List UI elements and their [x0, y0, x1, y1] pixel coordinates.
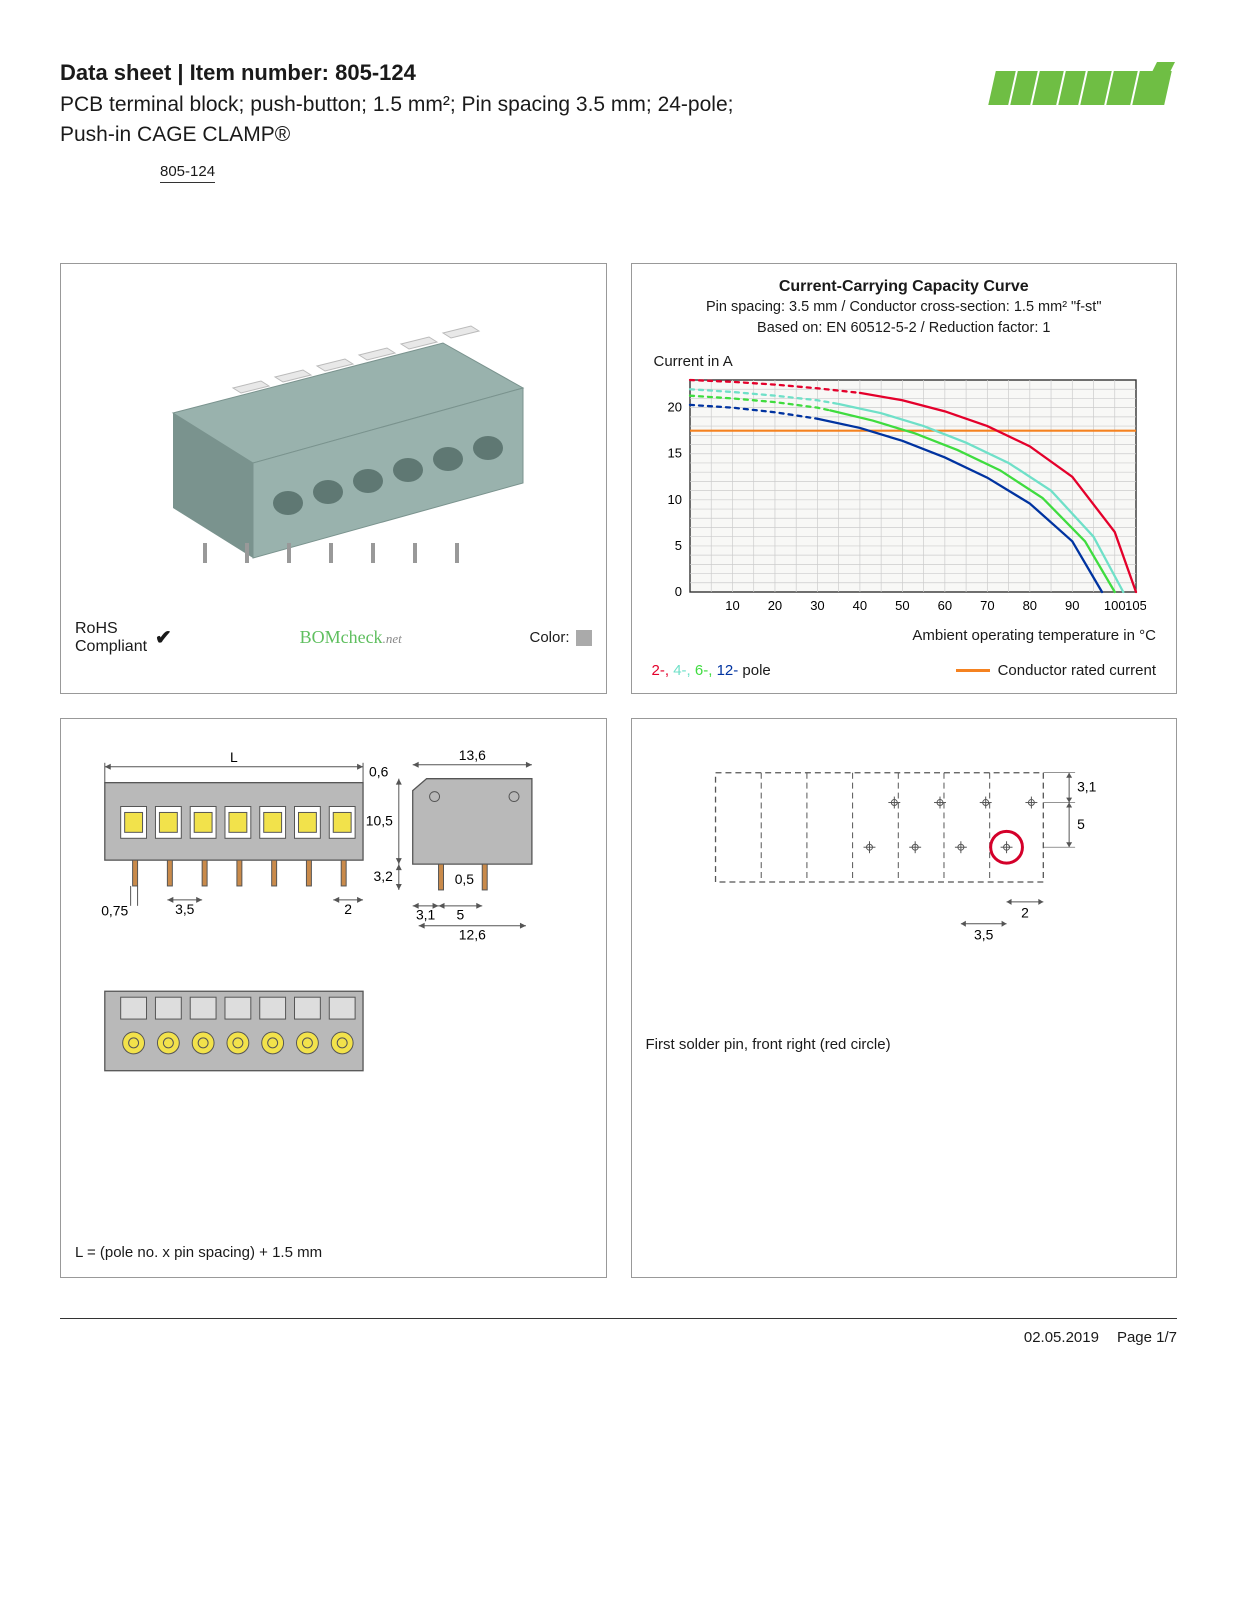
- svg-text:2: 2: [344, 901, 352, 917]
- footprint-drawing: 3,1 5 2 3,5: [646, 733, 1163, 991]
- bomcheck-label: BOMcheck: [300, 627, 383, 647]
- item-number: 805-124: [335, 60, 416, 85]
- chart-title: Current-Carrying Capacity Curve: [646, 278, 1163, 296]
- svg-text:105: 105: [1125, 598, 1146, 613]
- svg-text:3,5: 3,5: [175, 901, 195, 917]
- svg-text:60: 60: [937, 598, 951, 613]
- description-2: Push-in CAGE CLAMP®: [60, 120, 967, 150]
- chart-sub1: Pin spacing: 3.5 mm / Conductor cross-se…: [646, 298, 1163, 318]
- svg-text:100: 100: [1103, 598, 1125, 613]
- rated-label: Conductor rated current: [998, 662, 1156, 679]
- footer-page: Page 1/7: [1117, 1329, 1177, 1346]
- svg-text:0: 0: [674, 584, 681, 599]
- svg-text:5: 5: [674, 538, 681, 553]
- color-indicator: Color:: [529, 629, 591, 646]
- content-grid: RoHS Compliant ✔ BOMcheck.net Color: Cur…: [60, 263, 1177, 1278]
- rated-line-icon: [956, 669, 990, 672]
- svg-text:5: 5: [1077, 816, 1085, 832]
- svg-text:2: 2: [1021, 905, 1029, 921]
- dimension-panel: L 0,6 0,75 3,5 2 13,6 10,5 3,2 3,1 5 0,5 12,6 L = (…: [60, 718, 607, 1278]
- title-prefix: Data sheet | Item number:: [60, 60, 335, 85]
- bomcheck-badge: BOMcheck.net: [300, 627, 402, 648]
- svg-text:90: 90: [1065, 598, 1079, 613]
- svg-text:15: 15: [667, 446, 681, 461]
- svg-text:50: 50: [895, 598, 909, 613]
- bomcheck-suffix: .net: [383, 631, 402, 646]
- rohs-badge: RoHS Compliant ✔: [75, 620, 172, 656]
- svg-text:20: 20: [667, 400, 681, 415]
- product-image-panel: RoHS Compliant ✔ BOMcheck.net Color:: [60, 263, 607, 694]
- svg-text:3,1: 3,1: [416, 907, 436, 923]
- svg-text:3,2: 3,2: [374, 868, 394, 884]
- chart-sub2: Based on: EN 60512-5-2 / Reduction facto…: [646, 319, 1163, 339]
- product-render: [75, 278, 592, 608]
- dimension-note: L = (pole no. x pin spacing) + 1.5 mm: [75, 1244, 322, 1261]
- compliant-label: Compliant: [75, 638, 147, 656]
- legend-pole-12-: 12-: [717, 662, 739, 679]
- svg-text:10,5: 10,5: [366, 812, 393, 828]
- footer-rule: [60, 1318, 1177, 1319]
- svg-text:3,5: 3,5: [974, 927, 994, 943]
- svg-text:20: 20: [767, 598, 781, 613]
- footprint-panel: 3,1 5 2 3,5 First solder pin, front right (…: [631, 718, 1178, 1278]
- svg-text:40: 40: [852, 598, 866, 613]
- svg-text:13,6: 13,6: [459, 747, 486, 763]
- svg-text:0,6: 0,6: [369, 764, 389, 780]
- rated-legend: Conductor rated current: [956, 662, 1156, 679]
- title-line: Data sheet | Item number: 805-124: [60, 60, 967, 86]
- color-label: Color:: [529, 629, 569, 646]
- header: Data sheet | Item number: 805-124 PCB te…: [60, 60, 1177, 183]
- legend-pole-2-: 2-,: [652, 662, 674, 679]
- footer-date: 02.05.2019: [1024, 1329, 1099, 1346]
- chart-svg: 10 20 30 40 50 60 70 80 90 100105 0 5 10 15 20: [646, 376, 1146, 616]
- dimension-drawing: L 0,6 0,75 3,5 2 13,6 10,5 3,2 3,1 5 0,5 12,6: [75, 733, 592, 1210]
- color-swatch: [576, 630, 592, 646]
- rohs-label: RoHS: [75, 620, 147, 638]
- legend-row: 2-, 4-, 6-, 12- pole Conductor rated cur…: [646, 662, 1163, 679]
- chart-panel: Current-Carrying Capacity Curve Pin spac…: [631, 263, 1178, 694]
- footprint-note: First solder pin, front right (red circl…: [646, 1036, 1163, 1053]
- svg-text:30: 30: [810, 598, 824, 613]
- svg-text:12,6: 12,6: [459, 927, 486, 943]
- svg-text:70: 70: [980, 598, 994, 613]
- svg-text:5: 5: [457, 907, 465, 923]
- svg-text:0,75: 0,75: [101, 903, 128, 919]
- legend-pole-6-: 6-,: [695, 662, 717, 679]
- header-text: Data sheet | Item number: 805-124 PCB te…: [60, 60, 967, 183]
- badge-row: RoHS Compliant ✔ BOMcheck.net Color:: [75, 620, 592, 656]
- svg-text:L: L: [230, 749, 238, 765]
- y-axis-label: Current in A: [654, 353, 1163, 370]
- description-1: PCB terminal block; push-button; 1.5 mm²…: [60, 90, 967, 120]
- svg-text:3,1: 3,1: [1077, 779, 1097, 795]
- svg-text:10: 10: [667, 492, 681, 507]
- item-code-link[interactable]: 805-124: [160, 163, 215, 183]
- wago-logo: [987, 60, 1177, 121]
- x-axis-label: Ambient operating temperature in °C: [646, 627, 1157, 644]
- check-icon: ✔: [155, 625, 172, 650]
- legend-pole-4-: 4-,: [673, 662, 695, 679]
- pole-legend: 2-, 4-, 6-, 12- pole: [652, 662, 771, 679]
- svg-text:80: 80: [1022, 598, 1036, 613]
- svg-text:0,5: 0,5: [455, 871, 475, 887]
- svg-text:10: 10: [725, 598, 739, 613]
- chart-area: Current in A 102030405060708090100105051…: [646, 353, 1163, 644]
- footer: 02.05.2019 Page 1/7: [60, 1329, 1177, 1346]
